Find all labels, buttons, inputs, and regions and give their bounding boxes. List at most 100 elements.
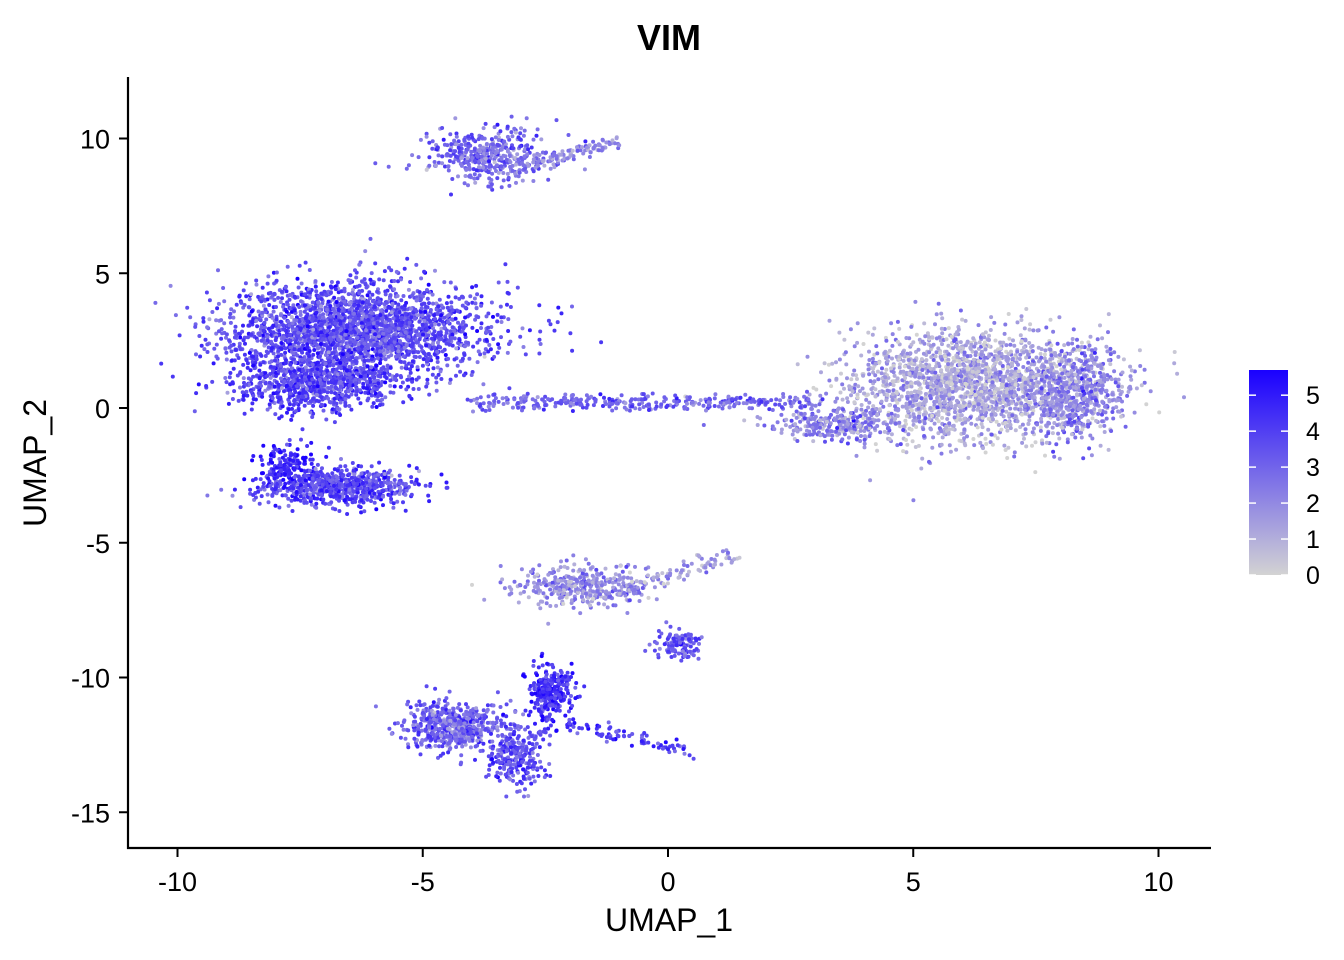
cell-point — [292, 308, 297, 313]
cell-point — [369, 357, 374, 362]
cell-point — [372, 491, 377, 496]
cell-point — [458, 369, 463, 374]
cell-point — [281, 327, 286, 331]
cell-point — [919, 466, 924, 471]
cell-point — [205, 342, 210, 347]
cell-point — [407, 374, 411, 379]
cell-point — [427, 301, 431, 306]
cell-point — [510, 134, 515, 139]
cell-point — [508, 160, 513, 165]
cell-point — [373, 161, 378, 166]
cell-point — [385, 481, 390, 486]
cell-point — [308, 496, 313, 501]
cell-point — [453, 116, 458, 121]
cell-point — [445, 363, 450, 368]
cell-point — [372, 304, 377, 309]
cell-point — [329, 500, 334, 505]
cell-point — [484, 142, 489, 146]
cell-point — [396, 344, 401, 349]
cell-point — [233, 329, 238, 334]
cell-point — [294, 315, 299, 320]
cell-point — [375, 315, 380, 320]
cell-point — [354, 299, 359, 304]
cell-point — [349, 407, 354, 412]
cell-point — [204, 290, 209, 295]
cell-point — [433, 163, 438, 168]
cell-point — [268, 453, 273, 458]
cell-point — [282, 458, 287, 463]
cell-point — [399, 277, 403, 282]
cell-point — [343, 464, 348, 469]
cell-point — [435, 365, 440, 370]
cell-point — [153, 300, 158, 305]
cell-point — [364, 494, 369, 499]
cell-point — [419, 302, 424, 307]
cell-point — [431, 366, 436, 371]
cell-point — [319, 291, 324, 296]
cell-point — [358, 374, 363, 379]
cell-point — [238, 385, 242, 390]
cell-point — [295, 447, 300, 452]
cell-point — [242, 477, 247, 482]
cell-point — [434, 388, 439, 393]
cell-point — [222, 299, 227, 304]
cell-point — [264, 349, 269, 354]
cell-point — [224, 350, 229, 355]
cell-point — [994, 419, 999, 424]
cell-point — [474, 283, 479, 288]
cell-point — [289, 345, 293, 350]
cell-point — [472, 176, 477, 181]
cell-point — [374, 405, 379, 409]
cell-point — [546, 177, 551, 182]
cell-point — [322, 389, 327, 394]
cell-point — [439, 377, 444, 381]
cell-point — [444, 480, 449, 485]
cell-point — [443, 334, 448, 339]
cell-point — [486, 184, 491, 189]
cell-point — [459, 294, 464, 299]
cell-point — [314, 505, 319, 510]
cell-point — [331, 474, 336, 479]
cell-point — [283, 493, 288, 498]
cell-point — [519, 126, 523, 131]
cell-point — [333, 391, 337, 396]
cell-point — [424, 328, 429, 332]
cell-point — [388, 468, 392, 473]
cell-point — [321, 312, 326, 317]
cell-point — [435, 311, 440, 316]
cell-point — [168, 283, 173, 288]
cell-point — [243, 281, 248, 286]
cell-point — [387, 317, 392, 322]
cell-point — [401, 400, 406, 405]
cell-point — [337, 509, 342, 513]
cell-point — [263, 354, 268, 358]
cell-point — [481, 165, 485, 170]
cell-point — [251, 397, 256, 402]
cell-point — [331, 363, 336, 368]
cell-point — [845, 400, 850, 404]
cell-point — [446, 164, 450, 169]
cell-point — [347, 383, 352, 388]
cell-point — [316, 473, 320, 478]
cell-point — [196, 382, 201, 387]
cell-point — [463, 344, 467, 349]
cell-point — [265, 374, 270, 378]
cell-point — [422, 269, 427, 274]
cell-point — [283, 285, 288, 290]
cell-point — [284, 309, 289, 314]
cell-point — [274, 335, 279, 340]
cell-point — [448, 132, 453, 137]
cell-point — [404, 363, 409, 368]
cell-point — [396, 279, 400, 284]
cell-point — [920, 456, 925, 461]
cell-point — [257, 331, 262, 336]
cell-point — [308, 308, 313, 313]
cell-point — [318, 492, 323, 497]
cell-point — [262, 297, 267, 302]
cell-point — [293, 360, 298, 365]
cell-point — [378, 403, 382, 407]
cell-point — [334, 487, 339, 492]
cell-point — [342, 358, 347, 363]
cell-point — [430, 372, 435, 377]
